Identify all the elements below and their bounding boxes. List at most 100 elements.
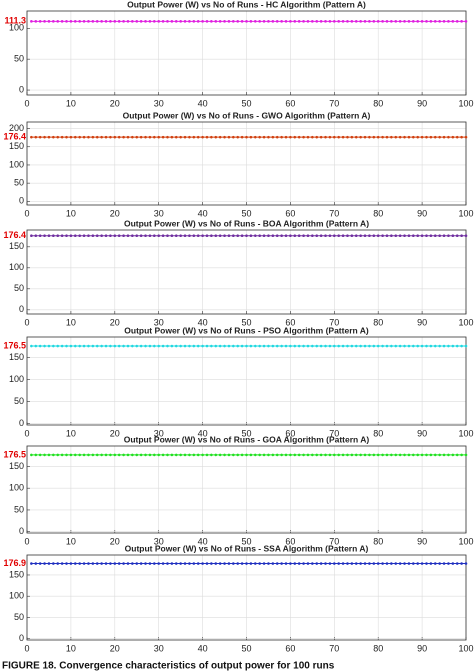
- data-point: [315, 453, 319, 457]
- data-point: [122, 135, 125, 139]
- data-point: [442, 453, 446, 457]
- data-point: [73, 453, 77, 457]
- data-point: [166, 135, 169, 139]
- data-point: [166, 20, 169, 23]
- data-point: [451, 234, 455, 238]
- data-point: [196, 453, 200, 457]
- value-annotation: 176.4: [3, 230, 26, 240]
- x-tick-label: 40: [198, 317, 208, 327]
- data-point: [236, 562, 240, 565]
- data-point: [319, 20, 323, 23]
- data-point: [240, 20, 244, 23]
- data-point: [170, 562, 174, 565]
- data-point: [174, 453, 178, 457]
- data-point: [30, 562, 33, 565]
- data-point: [232, 344, 235, 348]
- data-point: [372, 135, 376, 139]
- data-point: [91, 234, 95, 238]
- data-point: [87, 344, 90, 348]
- data-point: [87, 453, 90, 457]
- data-point: [201, 135, 204, 139]
- data-point: [148, 20, 152, 23]
- data-point: [420, 234, 424, 238]
- data-point: [69, 135, 73, 139]
- data-point: [302, 234, 305, 238]
- x-tick-label: 60: [285, 643, 295, 653]
- data-point: [412, 20, 415, 23]
- data-point: [372, 453, 376, 457]
- data-point: [245, 453, 248, 457]
- data-point: [109, 453, 112, 457]
- data-point: [73, 562, 77, 565]
- data-point: [47, 344, 51, 348]
- data-point: [183, 20, 187, 23]
- data-point: [385, 562, 389, 565]
- data-point: [65, 453, 68, 457]
- y-tick-label: 50: [14, 504, 24, 514]
- data-point: [95, 135, 99, 139]
- data-point: [390, 135, 393, 139]
- x-tick-label: 80: [373, 643, 383, 653]
- data-point: [275, 234, 279, 238]
- data-point: [297, 344, 301, 348]
- data-point: [245, 20, 248, 23]
- x-tick-label: 0: [24, 428, 29, 438]
- data-point: [267, 234, 270, 238]
- data-point: [363, 135, 367, 139]
- data-point: [258, 135, 261, 139]
- data-point: [188, 562, 191, 565]
- axes-frame: [26, 554, 467, 641]
- data-point: [258, 234, 261, 238]
- data-point: [350, 234, 354, 238]
- data-point: [368, 453, 371, 457]
- data-point: [311, 562, 314, 565]
- data-point: [148, 234, 152, 238]
- data-point: [293, 344, 297, 348]
- x-tick-label: 10: [66, 536, 76, 546]
- data-point: [73, 135, 77, 139]
- data-point: [210, 562, 213, 565]
- x-tick-label: 40: [198, 208, 208, 218]
- data-point: [73, 344, 77, 348]
- data-point: [192, 135, 196, 139]
- data-point: [161, 562, 165, 565]
- data-point: [280, 20, 283, 23]
- data-point: [192, 344, 196, 348]
- data-point: [201, 562, 204, 565]
- data-point: [240, 344, 244, 348]
- data-point: [122, 20, 125, 23]
- data-point: [126, 562, 130, 565]
- y-tick-label: 150: [9, 141, 24, 151]
- data-point: [416, 453, 420, 457]
- x-tick-label: 0: [24, 317, 29, 327]
- data-point: [464, 344, 468, 348]
- data-point: [144, 562, 147, 565]
- data-point: [174, 135, 178, 139]
- data-point: [240, 453, 244, 457]
- x-tick-label: 70: [329, 536, 339, 546]
- data-point: [262, 453, 266, 457]
- data-point: [34, 20, 38, 23]
- data-point: [109, 562, 112, 565]
- data-point: [442, 562, 446, 565]
- data-point: [192, 234, 196, 238]
- data-point: [328, 344, 332, 348]
- axes-frame: [26, 336, 467, 426]
- data-point: [350, 562, 354, 565]
- data-point: [126, 135, 130, 139]
- data-point: [153, 344, 156, 348]
- y-tick-label: 0: [19, 84, 24, 94]
- data-point: [368, 234, 371, 238]
- x-tick-label: 80: [373, 428, 383, 438]
- data-point: [403, 562, 406, 565]
- data-point: [416, 135, 420, 139]
- data-point: [455, 453, 459, 457]
- x-tick-label: 40: [198, 643, 208, 653]
- data-point: [161, 20, 165, 23]
- data-point: [104, 562, 108, 565]
- data-point: [403, 20, 406, 23]
- data-point: [315, 344, 319, 348]
- data-point: [104, 135, 108, 139]
- data-point: [271, 344, 275, 348]
- x-tick-label: 10: [66, 98, 76, 108]
